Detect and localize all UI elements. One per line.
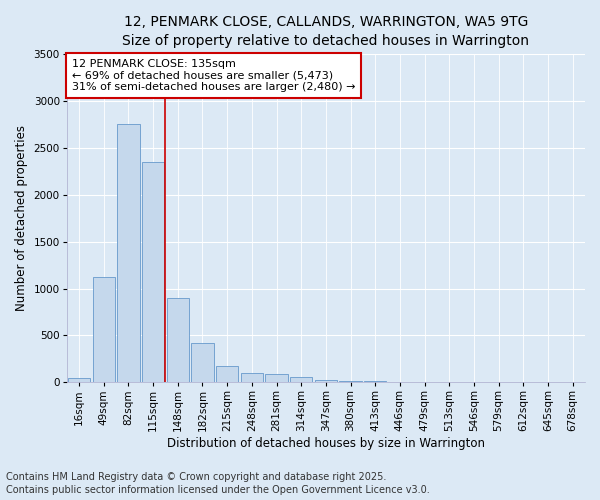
X-axis label: Distribution of detached houses by size in Warrington: Distribution of detached houses by size … [167,437,485,450]
Text: Contains HM Land Registry data © Crown copyright and database right 2025.
Contai: Contains HM Land Registry data © Crown c… [6,472,430,495]
Bar [142,162,164,382]
Bar [290,376,313,382]
Bar [216,366,238,382]
Text: 12 PENMARK CLOSE: 135sqm
← 69% of detached houses are smaller (5,473)
31% of sem: 12 PENMARK CLOSE: 135sqm ← 69% of detach… [72,59,355,92]
Title: 12, PENMARK CLOSE, CALLANDS, WARRINGTON, WA5 9TG
Size of property relative to de: 12, PENMARK CLOSE, CALLANDS, WARRINGTON,… [122,15,529,48]
Y-axis label: Number of detached properties: Number of detached properties [15,125,28,311]
Bar [315,380,337,382]
Bar [241,372,263,382]
Bar [68,378,90,382]
Bar [118,124,140,382]
Bar [167,298,189,382]
Bar [92,277,115,382]
Bar [265,374,287,382]
Bar [191,343,214,382]
